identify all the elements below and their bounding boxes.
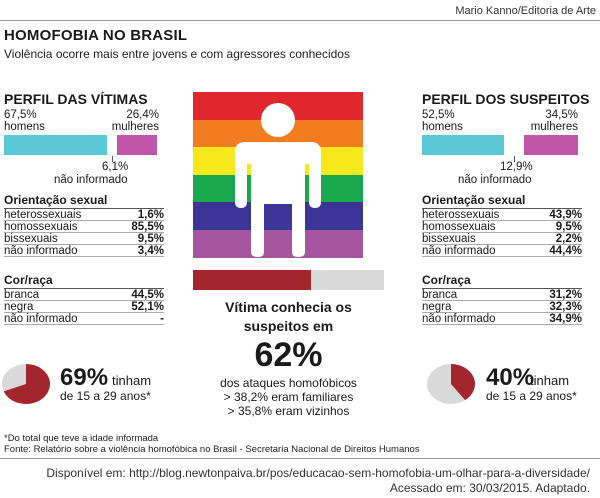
suspects-orientation-table: Orientação sexual heterossexuais 43,9% ho… xyxy=(422,193,582,257)
rainbow-stripe xyxy=(193,202,363,230)
knew-details: dos ataques homofóbicos > 38,2% eram fam… xyxy=(193,376,384,418)
knew-bar-fill xyxy=(193,270,312,290)
source-url: Disponível em: http://blog.newtonpaiva.b… xyxy=(46,466,590,480)
suspects-age-pie xyxy=(427,364,475,404)
victims-race-table: Cor/raça branca 44,5% negra 52,1% não info… xyxy=(4,273,164,325)
rainbow-stripe xyxy=(193,229,363,258)
victims-age-pie xyxy=(2,364,51,404)
page-title: HOMOFOBIA NO BRASIL xyxy=(4,27,188,44)
victims-bar-nao-informado xyxy=(107,135,117,155)
top-divider xyxy=(0,20,600,21)
suspects-homens-pct: 52,5% xyxy=(422,109,455,121)
knew-bar xyxy=(193,270,384,290)
victims-homens-pct: 67,5% xyxy=(4,109,37,121)
person-icon xyxy=(235,103,321,257)
footnote-age: *Do total que teve a idade informada xyxy=(4,433,159,444)
table-row: negra 52,1% xyxy=(4,301,164,313)
table-row: heterossexuais 43,9% xyxy=(422,209,582,221)
suspects-homens-label: homens xyxy=(422,121,463,133)
victims-bar-mulheres xyxy=(116,135,157,155)
suspects-age-text1: tinham xyxy=(530,373,570,388)
page-subtitle: Violência ocorre mais entre jovens e com… xyxy=(4,47,350,61)
credit-text: Mario Kanno/Editoria de Arte xyxy=(455,5,596,17)
suspects-ni-label: não informado xyxy=(458,174,532,186)
victims-mulheres-label: mulheres xyxy=(111,121,159,133)
victims-bar-homens xyxy=(4,135,108,155)
knew-line-b: > 38,2% eram familiares xyxy=(223,390,354,404)
knew-pct: 62% xyxy=(254,336,323,374)
victims-ni-tick xyxy=(112,156,113,162)
table-row: heterossexuais 1,6% xyxy=(4,209,164,221)
victims-mulheres-pct: 26,4% xyxy=(126,109,159,121)
victims-race-title: Cor/raça xyxy=(4,273,164,289)
victims-age-text1: tinham xyxy=(112,373,152,388)
victims-ni-label: não informado xyxy=(54,174,128,186)
table-row: bissexuais 9,5% xyxy=(4,233,164,245)
knew-line-a: dos ataques homofóbicos xyxy=(220,376,357,390)
suspects-age-text2: de 15 a 29 anos* xyxy=(486,389,577,403)
rainbow-flag xyxy=(193,92,363,258)
suspects-orientation-title: Orientação sexual xyxy=(422,193,582,209)
source-block: Disponível em: http://blog.newtonpaiva.b… xyxy=(46,466,590,496)
suspects-mulheres-label: mulheres xyxy=(530,121,578,133)
suspects-ni-pct: 12,9% xyxy=(500,161,533,173)
table-row: branca 44,5% xyxy=(4,289,164,301)
suspects-race-title: Cor/raça xyxy=(422,273,582,289)
table-row: homossexuais 9,5% xyxy=(422,221,582,233)
suspects-title: PERFIL DOS SUSPEITOS xyxy=(422,91,590,107)
table-row: não informado - xyxy=(4,313,164,325)
footnote-source: Fonte: Relatório sobre a violência homof… xyxy=(4,444,420,455)
victims-ni-pct: 6,1% xyxy=(102,161,129,173)
table-row: não informado 34,9% xyxy=(422,313,582,325)
victims-age-text2: de 15 a 29 anos* xyxy=(60,389,151,403)
knew-line1: Vítima conhecia os xyxy=(225,299,352,315)
victims-title: PERFIL DAS VÍTIMAS xyxy=(4,91,148,107)
suspects-bar-homens xyxy=(422,135,504,155)
knew-heading: Vítima conhecia os suspeitos em xyxy=(193,298,384,336)
table-row: bissexuais 2,2% xyxy=(422,233,582,245)
victims-age-pct: 69% xyxy=(60,364,109,391)
bottom-divider xyxy=(0,458,600,459)
table-row: branca 31,2% xyxy=(422,289,582,301)
pie-slice-value xyxy=(3,364,51,404)
knew-line2: suspeitos em xyxy=(243,318,334,334)
table-row: não informado 44,4% xyxy=(422,245,582,257)
pie-slice-value xyxy=(451,364,475,401)
source-date: Acessado em: 30/03/2015. Adaptado. xyxy=(389,481,590,495)
suspects-bar-mulheres xyxy=(524,135,578,155)
victims-orientation-title: Orientação sexual xyxy=(4,193,164,209)
knew-line-c: > 35,8% eram vizinhos xyxy=(227,404,350,418)
table-row: negra 32,3% xyxy=(422,301,582,313)
victims-homens-label: homens xyxy=(4,121,45,133)
victims-orientation-table: Orientação sexual heterossexuais 1,6% hom… xyxy=(4,193,164,257)
suspects-race-table: Cor/raça branca 31,2% negra 32,3% não info… xyxy=(422,273,582,325)
table-row: homossexuais 85,5% xyxy=(4,221,164,233)
table-row: não informado 3,4% xyxy=(4,245,164,257)
suspects-ni-tick xyxy=(514,156,515,162)
suspects-age-pct: 40% xyxy=(486,364,535,391)
suspects-mulheres-pct: 34,5% xyxy=(545,109,578,121)
suspects-bar-nao-informado xyxy=(503,135,525,155)
